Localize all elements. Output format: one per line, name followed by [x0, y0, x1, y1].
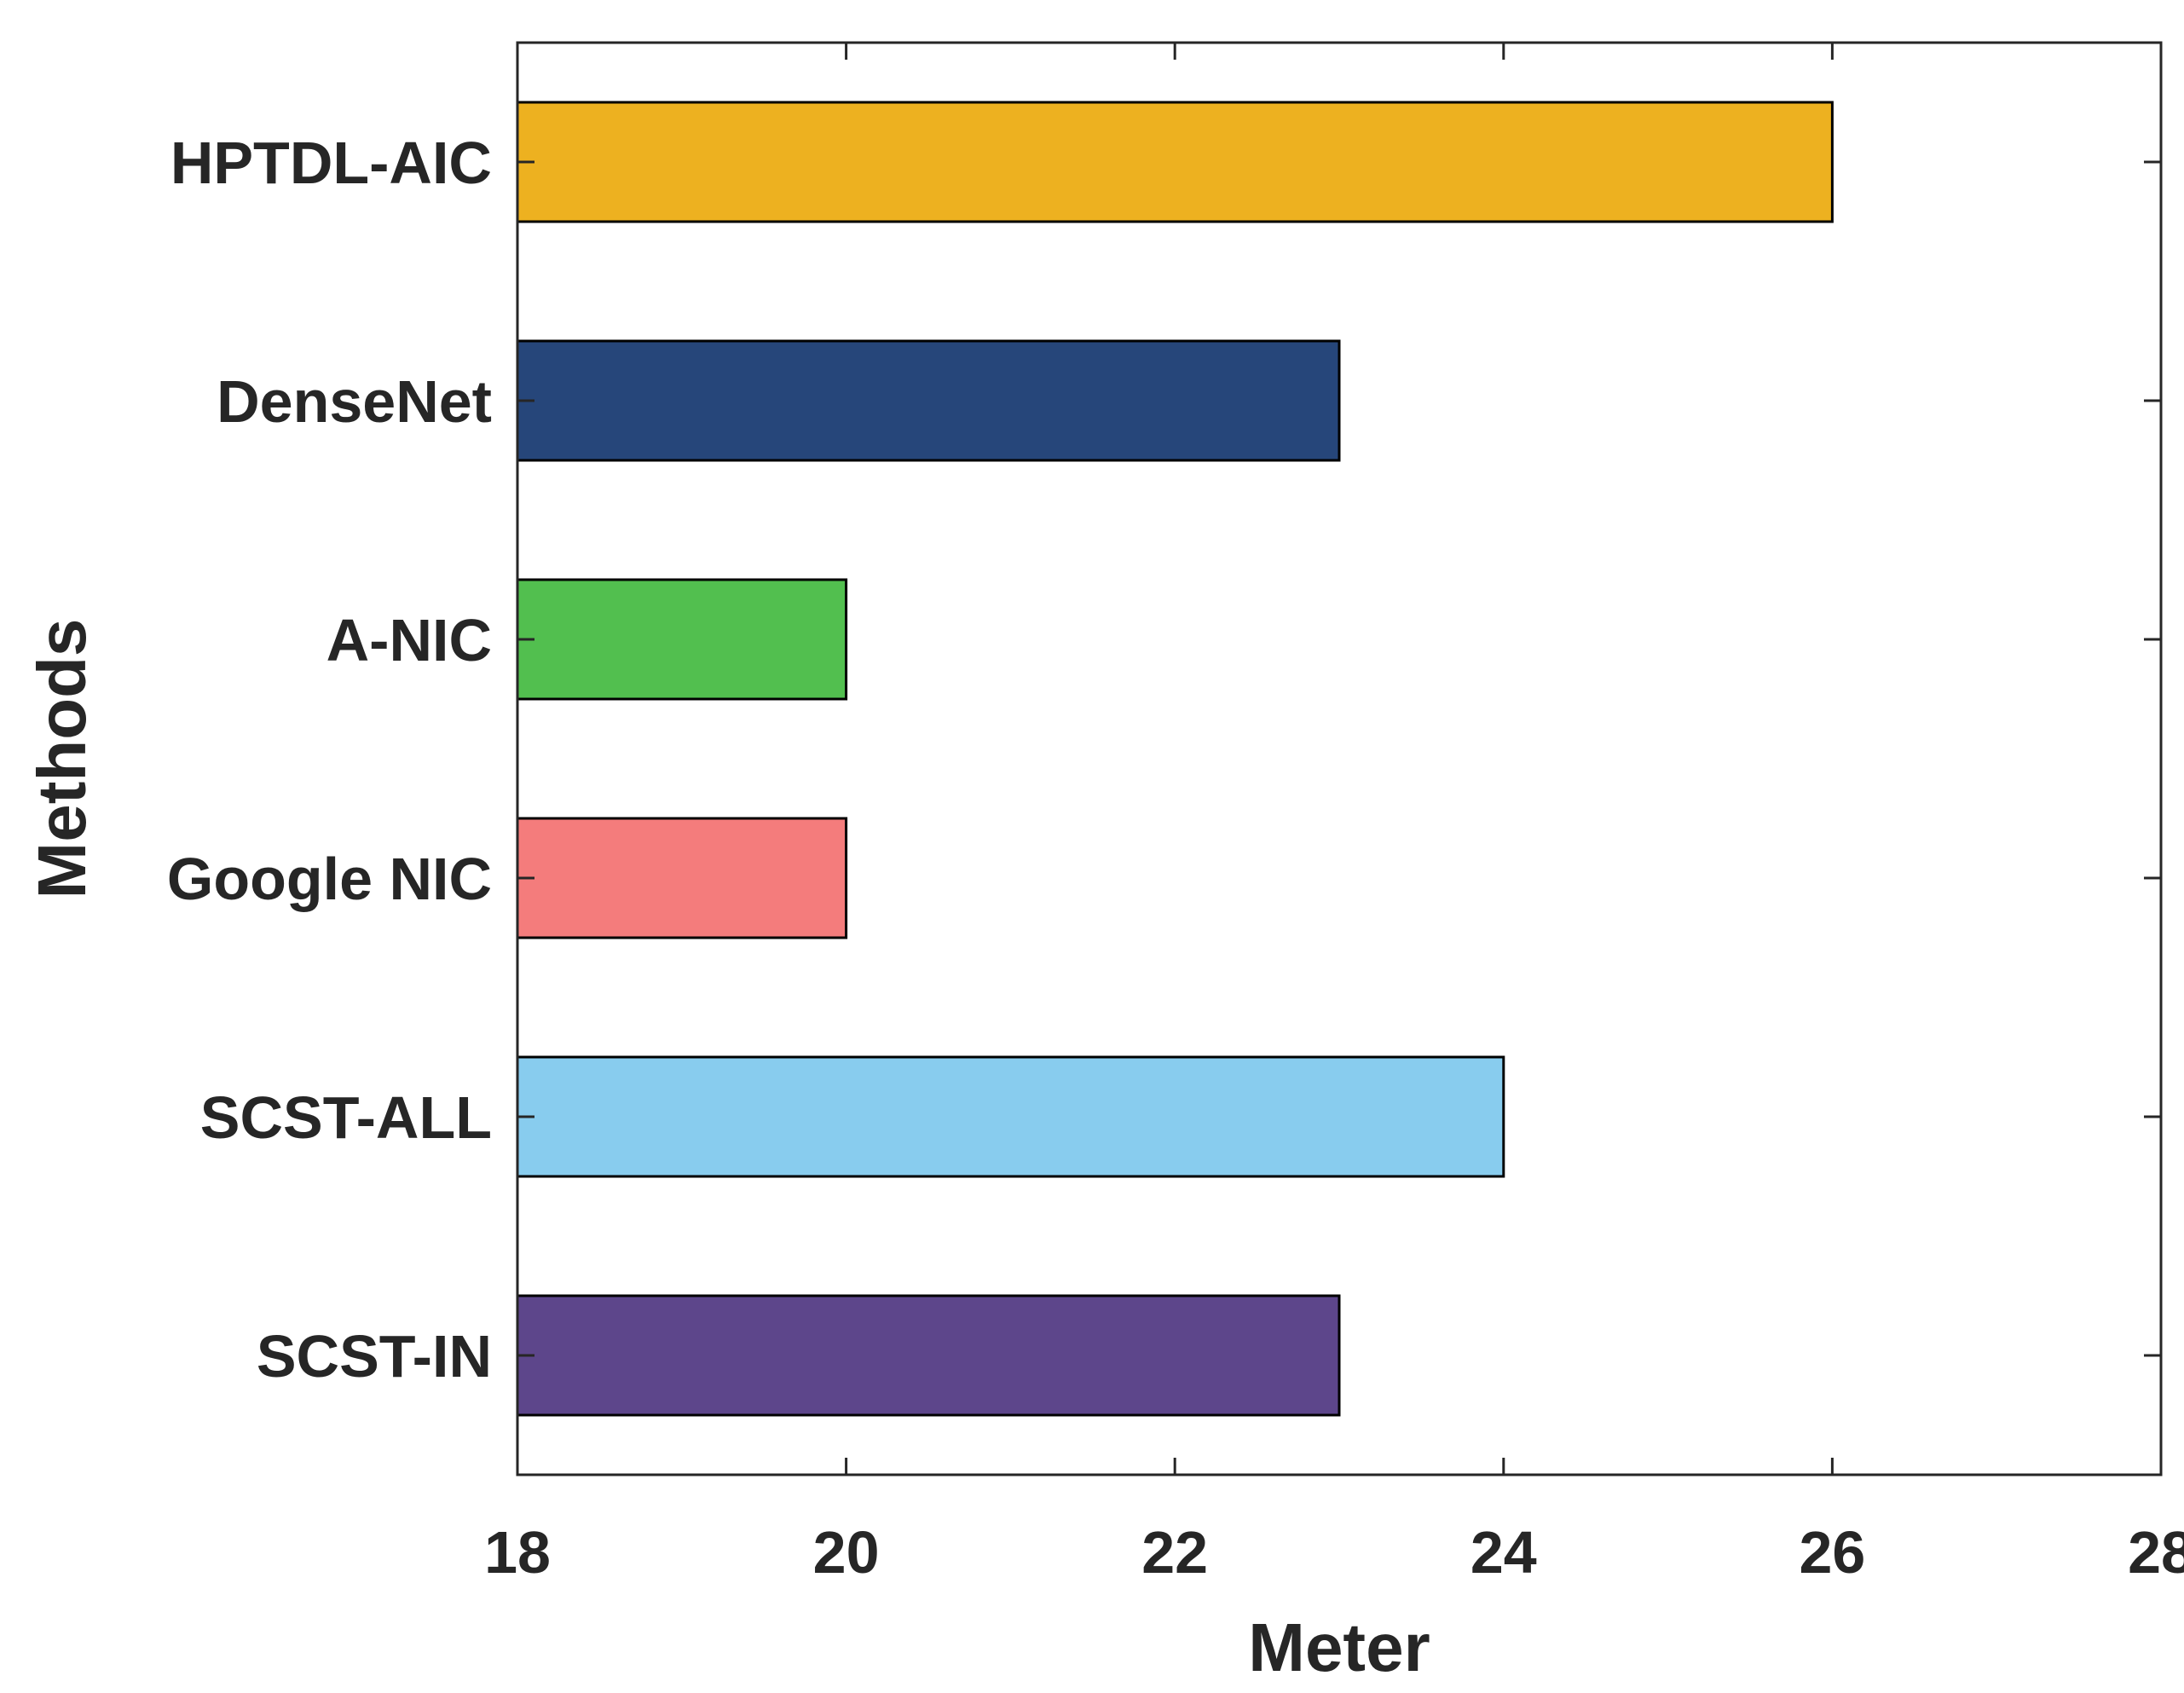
bar-scst-in: [516, 1294, 1341, 1417]
y-tick-label-google-nic: Google NIC: [167, 846, 492, 912]
y-tick-labels: HPTDL-AIC DenseNet A-NIC Google NIC SCST-ALL…: [167, 130, 492, 1390]
y-tick-label-scst-in: SCST-IN: [257, 1323, 492, 1390]
x-tick-label-18: 18: [484, 1519, 551, 1586]
y-tick-label-a-nic: A-NIC: [326, 607, 492, 673]
plot-frame: [516, 41, 2163, 1476]
x-tick-label-26: 26: [1799, 1519, 1865, 1586]
x-tick-label-20: 20: [813, 1519, 880, 1586]
y-tick-label-hptdl-aic: HPTDL-AIC: [170, 130, 492, 196]
bar-hptdl-aic: [516, 101, 1834, 223]
bar-scst-all: [516, 1055, 1505, 1178]
x-tick-label-22: 22: [1141, 1519, 1208, 1586]
bar-a-nic: [516, 578, 848, 701]
x-tick-label-24: 24: [1470, 1519, 1537, 1586]
ticks-group: [516, 43, 2163, 1475]
bars-group: [516, 101, 1834, 1417]
x-tick-labels: 18 20 22 24 26 28: [484, 1519, 2184, 1586]
y-tick-label-scst-all: SCST-ALL: [200, 1084, 492, 1151]
y-tick-label-densenet: DenseNet: [217, 368, 492, 435]
y-axis-label: Methods: [24, 619, 100, 899]
bar-densenet: [516, 339, 1341, 462]
x-tick-label-28: 28: [2128, 1519, 2184, 1586]
x-axis-label: Meter: [1248, 1609, 1430, 1685]
bar-google-nic: [516, 817, 848, 939]
